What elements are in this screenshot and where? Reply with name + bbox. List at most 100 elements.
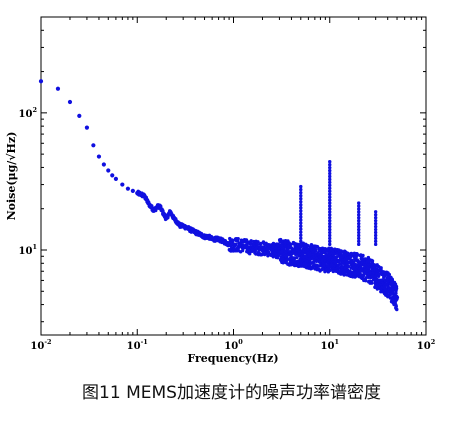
spike-point: [299, 212, 303, 216]
figure-caption: 图11 MEMS加速度计的噪声功率谱密度: [82, 383, 381, 403]
spike-point: [328, 192, 332, 196]
y-tick-label: 102: [19, 106, 37, 120]
noise-sample: [259, 241, 263, 246]
noise-sample: [395, 294, 399, 299]
noise-sample: [394, 291, 398, 295]
spike-point: [299, 200, 303, 204]
spike-point: [357, 216, 361, 220]
noise-sample: [353, 262, 358, 267]
spike-point: [373, 242, 378, 247]
spike-point: [328, 224, 332, 229]
noise-sample: [236, 236, 240, 241]
y-tick-label: 101: [19, 243, 37, 257]
spike-point: [357, 207, 361, 211]
spike-point: [328, 171, 332, 176]
noise-sample: [362, 272, 366, 277]
spike-point: [299, 224, 303, 228]
x-tick-label: 102: [417, 338, 435, 352]
noise-sample: [370, 259, 375, 263]
spike-point: [299, 197, 303, 201]
noise-sample: [395, 307, 399, 312]
spike-point: [328, 233, 332, 238]
spike-point: [357, 204, 361, 208]
spike-point: [357, 236, 361, 241]
data-point: [101, 162, 106, 167]
spike-point: [299, 236, 303, 240]
noise-sample: [234, 242, 238, 247]
noise-sample: [361, 253, 365, 258]
noise-sample: [289, 263, 293, 267]
spike-point: [328, 160, 332, 164]
spike-point: [328, 219, 332, 223]
spike-point: [373, 210, 378, 214]
spike-point: [328, 165, 332, 170]
data-point: [125, 186, 131, 191]
noise-sample: [159, 204, 163, 208]
spike-point: [357, 224, 361, 229]
spike-point: [328, 163, 332, 167]
data-point: [113, 176, 118, 181]
noise-sample: [314, 248, 318, 252]
noise-sample: [352, 260, 356, 264]
spike-point: [328, 210, 332, 214]
data-point: [106, 168, 111, 173]
tick-labels: 10-2 10-1 100 101 102 101 102: [19, 106, 436, 352]
spike-point: [299, 206, 303, 210]
data-point: [84, 125, 90, 130]
noise-sample: [388, 286, 392, 290]
spike-point: [328, 183, 332, 188]
noise-sample: [370, 281, 374, 285]
data-point: [77, 113, 82, 119]
spike-point: [357, 201, 361, 205]
noise-sample: [253, 249, 258, 253]
axis-ticks: [40, 16, 427, 335]
spike-point: [373, 239, 378, 244]
noise-sample: [249, 239, 253, 243]
plot-frame: [40, 16, 427, 336]
data-point: [96, 154, 102, 159]
spike-point: [328, 198, 332, 202]
noise-sample: [256, 240, 260, 244]
spike-point: [299, 233, 303, 237]
spike-point: [357, 233, 361, 238]
noise-sample: [346, 264, 351, 269]
spike-point: [357, 221, 361, 226]
spike-point: [328, 180, 332, 185]
spike-point: [328, 201, 332, 205]
noise-sample: [394, 304, 398, 308]
spike-point: [299, 239, 303, 243]
spike-point: [357, 210, 361, 214]
noise-sample: [364, 278, 368, 283]
spike-point: [328, 227, 332, 232]
spike-point: [373, 233, 378, 238]
spike-point: [328, 168, 332, 173]
x-tick-label: 10-1: [127, 338, 148, 352]
spike-point: [299, 187, 303, 192]
data-point: [130, 188, 135, 193]
spike-point: [373, 227, 378, 232]
spike-point: [328, 207, 332, 211]
noise-sample: [295, 255, 299, 260]
spike-point: [328, 174, 332, 179]
spike-point: [328, 213, 332, 217]
spike-point: [357, 227, 361, 232]
y-axis-label: Noise(μg/√Hz): [5, 132, 18, 221]
spike-point: [357, 230, 361, 235]
noise-sample: [395, 297, 399, 301]
noise-sample: [246, 245, 250, 249]
noise-sample: [248, 252, 252, 256]
spike-point: [299, 203, 303, 207]
data-points: [38, 79, 400, 312]
data-point: [110, 173, 115, 178]
spike-point: [299, 230, 303, 234]
spike-point: [328, 195, 332, 199]
data-point: [55, 86, 61, 91]
spike-point: [373, 215, 378, 220]
spike-point: [373, 236, 378, 241]
data-point: [38, 79, 44, 84]
spike-point: [373, 224, 378, 229]
data-point: [91, 143, 96, 148]
noise-sample: [288, 242, 293, 247]
x-tick-label: 101: [321, 338, 339, 352]
noise-sample: [379, 266, 383, 270]
